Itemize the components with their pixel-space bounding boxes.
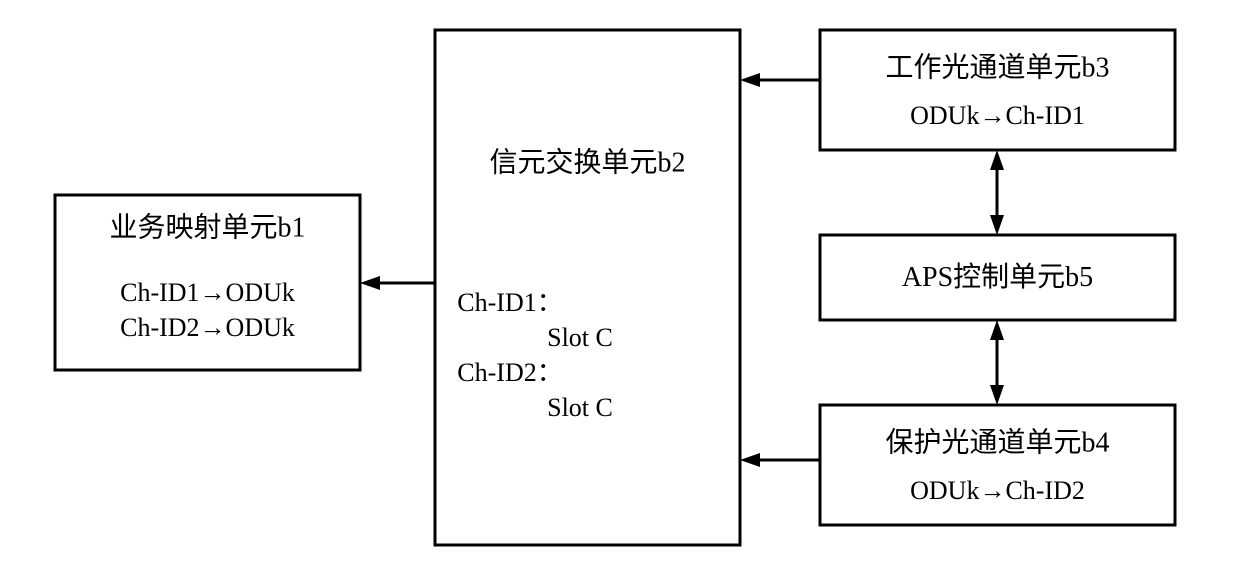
arrow-head [990,150,1004,170]
arrow-head [990,320,1004,340]
b3-title: 工作光通道单元b3 [885,51,1109,83]
b2-line-1: Slot C [547,323,613,352]
arrow-head [360,276,380,290]
b2-line-0: Ch-ID1： [457,288,562,317]
b1-line-0: Ch-ID1→ODUk [120,278,295,307]
b1-line-1: Ch-ID2→ODUk [120,313,295,342]
b4-box [820,405,1175,525]
b5-title: APS控制单元b5 [902,261,1093,293]
b1-title: 业务映射单元b1 [109,211,305,243]
b2-line-2: Ch-ID2： [457,358,562,387]
arrow-head [740,453,760,467]
b3-line-0: ODUk→Ch-ID1 [910,101,1085,130]
arrow-head [740,73,760,87]
b3-box [820,30,1175,150]
b4-line-0: ODUk→Ch-ID2 [910,476,1085,505]
arrow-head [990,215,1004,235]
arrow-head [990,385,1004,405]
b2-line-3: Slot C [547,393,613,422]
b2-title: 信元交换单元b2 [489,146,685,178]
b4-title: 保护光通道单元b4 [885,426,1109,458]
